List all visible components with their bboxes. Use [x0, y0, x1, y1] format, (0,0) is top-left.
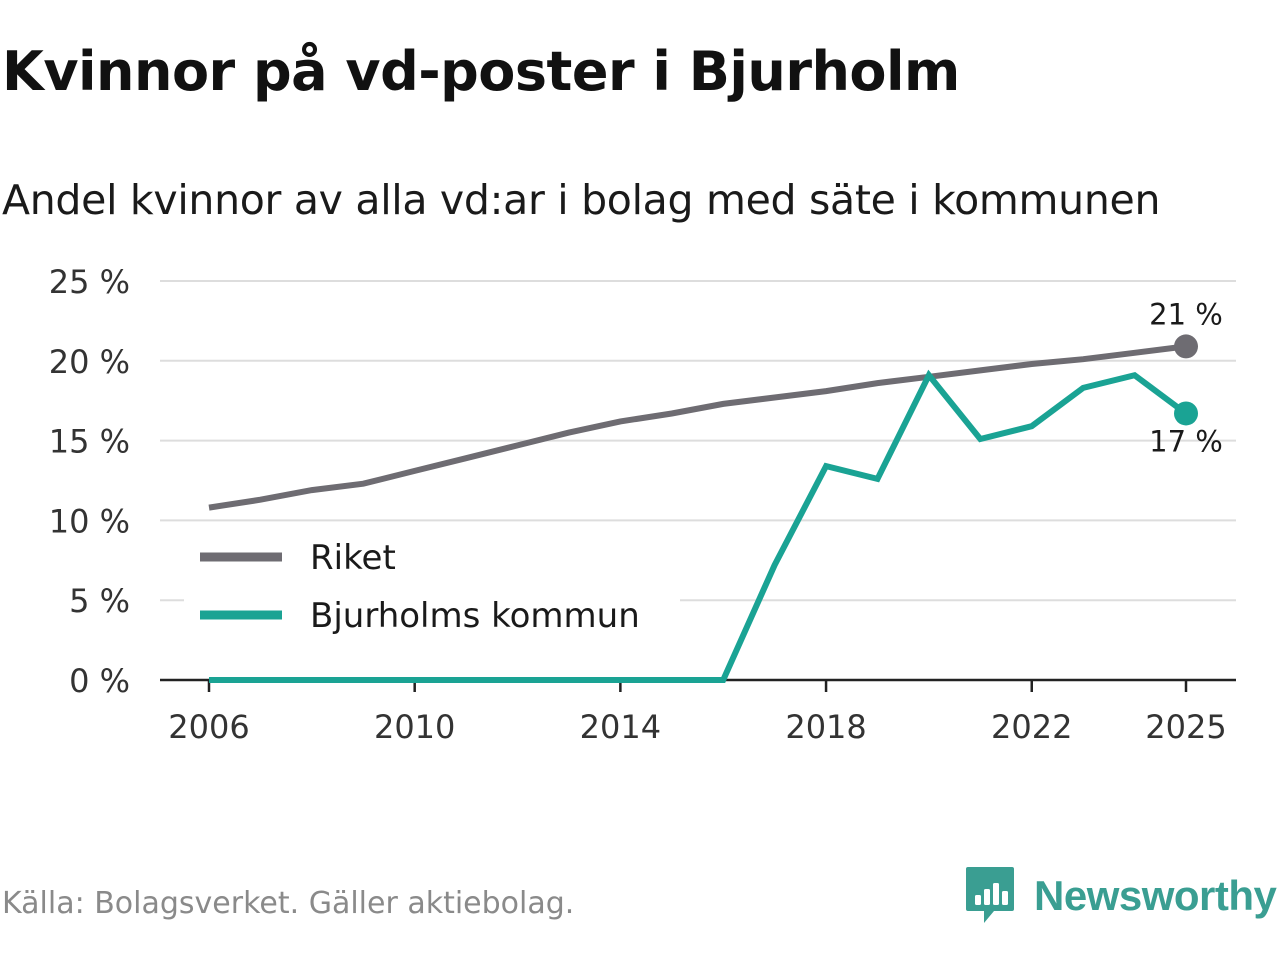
x-tick-label: 2018 — [785, 708, 866, 746]
line-chart: 0 %5 %10 %15 %20 %25 % 2006 2010 2014 2018 2… — [49, 263, 1236, 746]
brand-name: Newsworthy — [1034, 872, 1277, 919]
x-tick-label: 2025 — [1145, 708, 1226, 746]
x-axis: 2006 2010 2014 2018 2022 2025 — [160, 678, 1236, 746]
x-tick-label: 2022 — [991, 708, 1072, 746]
series-end-marker — [1174, 401, 1198, 426]
x-tick-label: 2010 — [374, 708, 455, 746]
legend-background — [184, 522, 680, 646]
end-value-label: 21 % — [1149, 297, 1223, 331]
y-tick-label: 25 % — [49, 263, 130, 301]
series-end-marker — [1174, 334, 1198, 359]
chart-title: Kvinnor på vd-poster i Bjurholm — [2, 40, 960, 103]
x-tick-label: 2006 — [168, 708, 249, 746]
end-value-label: 17 % — [1149, 424, 1223, 458]
y-axis-tick-labels: 0 % 5 % 10 % 15 % 20 % 25 % — [49, 263, 130, 700]
y-tick-label: 10 % — [49, 502, 130, 540]
chart-subtitle: Andel kvinnor av alla vd:ar i bolag med … — [2, 176, 1161, 224]
newsworthy-logo-icon — [966, 867, 1014, 923]
source-note: Källa: Bolagsverket. Gäller aktiebolag. — [2, 886, 575, 921]
y-tick-label: 20 % — [49, 343, 130, 381]
legend: Riket Bjurholms kommun — [184, 522, 680, 646]
legend-label: Bjurholms kommun — [310, 596, 640, 636]
y-tick-label: 5 % — [69, 582, 130, 620]
y-tick-label: 15 % — [49, 423, 130, 461]
series-lines — [208, 334, 1198, 683]
series-line — [209, 369, 1188, 683]
brand-logo: Newsworthy — [964, 864, 1277, 928]
x-tick-label: 2014 — [580, 708, 661, 746]
legend-label: Riket — [310, 538, 396, 578]
end-labels: 21 % 17 % — [1149, 297, 1223, 458]
series-line — [208, 343, 1187, 511]
y-tick-label: 0 % — [69, 662, 130, 700]
